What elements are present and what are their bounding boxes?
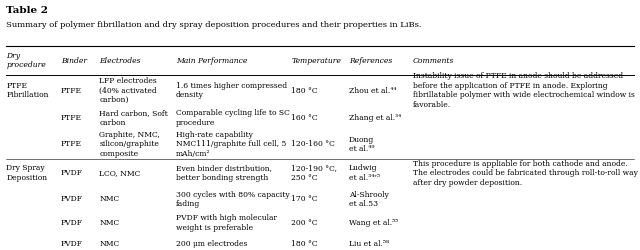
Text: Liu et al.⁵⁸: Liu et al.⁵⁸ xyxy=(349,240,389,248)
Text: PTFE: PTFE xyxy=(61,114,82,122)
Text: NMC: NMC xyxy=(99,219,120,227)
Text: 200 °C: 200 °C xyxy=(291,219,318,227)
Text: PVDF: PVDF xyxy=(61,196,83,203)
Text: PVDF with high molecular
weight is preferable: PVDF with high molecular weight is prefe… xyxy=(176,214,277,232)
Text: LFP electrodes
(40% activated
carbon): LFP electrodes (40% activated carbon) xyxy=(99,77,157,104)
Text: PTFE: PTFE xyxy=(61,87,82,94)
Text: High-rate capability
NMC111/graphite full cell, 5
mAh/cm²: High-rate capability NMC111/graphite ful… xyxy=(176,131,286,158)
Text: PTFE
Fibrillation: PTFE Fibrillation xyxy=(6,82,49,99)
Text: Hard carbon, Soft
carbon: Hard carbon, Soft carbon xyxy=(99,110,168,127)
Text: Wang et al.⁵⁵: Wang et al.⁵⁵ xyxy=(349,219,398,227)
Text: 200 μm electrodes: 200 μm electrodes xyxy=(176,240,248,248)
Text: Instability issue of PTFE in anode should be addressed
before the application of: Instability issue of PTFE in anode shoul… xyxy=(413,72,635,109)
Text: 180 °C: 180 °C xyxy=(291,87,318,94)
Text: Al-Shrooly
et al.53: Al-Shrooly et al.53 xyxy=(349,190,388,208)
Text: Comments: Comments xyxy=(413,57,454,64)
Text: LCO, NMC: LCO, NMC xyxy=(99,169,141,177)
Text: Graphite, NMC,
silicon/graphite
composite: Graphite, NMC, silicon/graphite composit… xyxy=(99,131,160,158)
Text: 1.6 times higher compressed
density: 1.6 times higher compressed density xyxy=(176,82,287,99)
Text: Zhang et al.³⁴: Zhang et al.³⁴ xyxy=(349,114,401,122)
Text: PVDF: PVDF xyxy=(61,219,83,227)
Text: 300 cycles with 80% capacity
fading: 300 cycles with 80% capacity fading xyxy=(176,190,290,208)
Text: This procedure is appliable for both cathode and anode.
The electrodes could be : This procedure is appliable for both cat… xyxy=(413,160,637,186)
Text: Zhou et al.⁴⁴: Zhou et al.⁴⁴ xyxy=(349,87,396,94)
Text: Dry Spray
Deposition: Dry Spray Deposition xyxy=(6,164,47,182)
Text: Even binder distribution,
better bonding strength: Even binder distribution, better bonding… xyxy=(176,164,272,182)
Text: 120-160 °C: 120-160 °C xyxy=(291,140,335,148)
Text: Main Performance: Main Performance xyxy=(176,57,248,64)
Text: Electrodes: Electrodes xyxy=(99,57,141,64)
Text: PVDF: PVDF xyxy=(61,240,83,248)
Text: 120-190 °C,
250 °C: 120-190 °C, 250 °C xyxy=(291,164,337,182)
Text: 170 °C: 170 °C xyxy=(291,196,318,203)
Text: PTFE: PTFE xyxy=(61,140,82,148)
Text: NMC: NMC xyxy=(99,240,120,248)
Text: Summary of polymer fibrillation and dry spray deposition procedures and their pr: Summary of polymer fibrillation and dry … xyxy=(6,21,422,29)
Text: Comparable cycling life to SC
procedure: Comparable cycling life to SC procedure xyxy=(176,110,290,127)
Text: Table 2: Table 2 xyxy=(6,6,49,15)
Text: Temperature: Temperature xyxy=(291,57,341,64)
Text: Binder: Binder xyxy=(61,57,87,64)
Text: 180 °C: 180 °C xyxy=(291,240,318,248)
Text: Dry
procedure: Dry procedure xyxy=(6,52,46,69)
Text: PVDF: PVDF xyxy=(61,169,83,177)
Text: Duong
et al.⁴⁹: Duong et al.⁴⁹ xyxy=(349,136,374,153)
Text: References: References xyxy=(349,57,392,64)
Text: 160 °C: 160 °C xyxy=(291,114,318,122)
Text: Ludwig
et al.³⁴ʳ⁵: Ludwig et al.³⁴ʳ⁵ xyxy=(349,164,380,182)
Text: NMC: NMC xyxy=(99,196,120,203)
